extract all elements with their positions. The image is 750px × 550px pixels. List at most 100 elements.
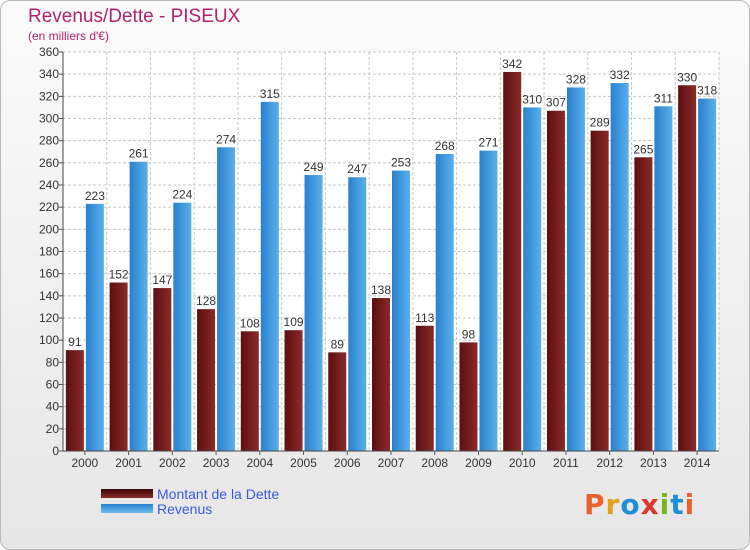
data-label-dette-2005: 109 bbox=[284, 315, 304, 329]
data-label-revenus-2014: 318 bbox=[697, 84, 717, 98]
y-tick-label: 140 bbox=[39, 289, 59, 303]
data-label-revenus-2013: 311 bbox=[654, 91, 673, 105]
x-tick-label: 2013 bbox=[640, 456, 667, 470]
bar-dette-2012 bbox=[590, 130, 609, 452]
y-tick-label: 60 bbox=[46, 378, 60, 392]
y-tick-label: 100 bbox=[39, 333, 59, 347]
data-label-revenus-2008: 268 bbox=[435, 139, 455, 153]
data-label-dette-2001: 152 bbox=[109, 268, 129, 282]
x-tick-label: 2008 bbox=[421, 456, 448, 470]
y-tick-label: 300 bbox=[39, 112, 59, 126]
bar-dette-2010 bbox=[503, 71, 522, 451]
data-label-revenus-2004: 315 bbox=[260, 87, 280, 101]
x-tick-label: 2001 bbox=[115, 456, 142, 470]
x-tick-label: 2003 bbox=[203, 456, 230, 470]
logo-letter: o bbox=[620, 488, 641, 521]
legend-label-dette: Montant de la Dette bbox=[157, 485, 280, 502]
data-label-revenus-2010: 310 bbox=[522, 92, 542, 106]
x-tick-label: 2004 bbox=[246, 456, 273, 470]
bar-revenus-2003 bbox=[217, 147, 236, 452]
data-label-dette-2002: 147 bbox=[152, 273, 172, 287]
bar-dette-2003 bbox=[197, 309, 216, 451]
bar-dette-2005 bbox=[284, 330, 303, 451]
bar-revenus-2011 bbox=[566, 87, 585, 451]
bar-dette-2009 bbox=[459, 342, 478, 451]
bar-dette-2014 bbox=[678, 85, 697, 451]
logo-letter: t bbox=[670, 488, 685, 521]
bar-dette-2008 bbox=[415, 325, 434, 451]
legend-item-revenus: Revenus bbox=[101, 500, 279, 517]
y-tick-label: 260 bbox=[39, 156, 59, 170]
bar-revenus-2002 bbox=[173, 202, 192, 451]
bar-dette-2013 bbox=[634, 157, 653, 451]
y-tick-label: 0 bbox=[52, 444, 59, 458]
x-tick-label: 2014 bbox=[684, 456, 711, 470]
data-label-dette-2003: 128 bbox=[196, 294, 216, 308]
logo-letter: P bbox=[584, 488, 606, 521]
bar-revenus-2004 bbox=[260, 101, 279, 451]
data-label-dette-2014: 330 bbox=[677, 70, 697, 84]
data-label-revenus-2009: 271 bbox=[478, 136, 498, 150]
data-label-revenus-2011: 328 bbox=[566, 72, 586, 86]
bar-revenus-2008 bbox=[435, 153, 454, 451]
x-tick-label: 2000 bbox=[72, 456, 99, 470]
logo-letter: i bbox=[659, 488, 671, 521]
legend-swatch-dette bbox=[101, 489, 153, 498]
data-label-revenus-2000: 223 bbox=[85, 189, 105, 203]
bar-revenus-2007 bbox=[392, 170, 410, 451]
data-label-dette-2012: 289 bbox=[590, 116, 610, 130]
y-tick-label: 20 bbox=[46, 422, 60, 436]
bar-revenus-2001 bbox=[129, 161, 148, 451]
data-label-dette-2010: 342 bbox=[502, 57, 522, 71]
data-label-revenus-2006: 247 bbox=[347, 162, 367, 176]
x-tick-label: 2010 bbox=[509, 456, 536, 470]
x-tick-label: 2012 bbox=[596, 456, 623, 470]
data-label-revenus-2005: 249 bbox=[304, 160, 324, 174]
y-tick-label: 240 bbox=[39, 178, 59, 192]
y-tick-label: 120 bbox=[39, 311, 59, 325]
data-label-revenus-2001: 261 bbox=[129, 147, 149, 161]
legend-item-dette: Montant de la Dette bbox=[101, 485, 280, 502]
y-tick-label: 360 bbox=[39, 45, 59, 59]
legend-label-revenus: Revenus bbox=[157, 500, 213, 517]
bar-revenus-2005 bbox=[304, 175, 323, 451]
bar-revenus-2006 bbox=[348, 177, 367, 451]
bar-revenus-2000 bbox=[85, 203, 104, 451]
chart-legend: Montant de la Dette Revenus bbox=[101, 485, 280, 517]
bar-revenus-2009 bbox=[479, 150, 498, 451]
bar-revenus-2012 bbox=[610, 83, 629, 452]
legend-swatch-revenus bbox=[101, 504, 153, 513]
y-tick-label: 320 bbox=[39, 89, 59, 103]
bar-dette-2007 bbox=[372, 298, 390, 451]
bar-revenus-2010 bbox=[523, 107, 542, 452]
x-tick-label: 2002 bbox=[159, 456, 186, 470]
data-label-dette-2009: 98 bbox=[462, 327, 476, 341]
bar-dette-2006 bbox=[328, 352, 347, 451]
data-label-dette-2004: 108 bbox=[240, 316, 260, 330]
logo-letter: i bbox=[684, 488, 696, 521]
y-tick-label: 160 bbox=[39, 267, 59, 281]
data-label-revenus-2012: 332 bbox=[610, 68, 630, 82]
chart-title: Revenus/Dette - PISEUX bbox=[28, 6, 241, 27]
y-tick-label: 40 bbox=[46, 400, 60, 414]
x-tick-label: 2011 bbox=[553, 456, 579, 470]
data-label-dette-2007: 138 bbox=[371, 283, 391, 297]
logo-letter: x bbox=[640, 488, 660, 521]
bar-revenus-2014 bbox=[698, 98, 717, 452]
data-label-revenus-2002: 224 bbox=[172, 188, 192, 202]
bar-dette-2004 bbox=[240, 331, 259, 451]
y-tick-label: 280 bbox=[39, 134, 59, 148]
data-label-dette-2008: 113 bbox=[415, 311, 434, 325]
bar-dette-2011 bbox=[546, 110, 565, 451]
data-label-revenus-2003: 274 bbox=[216, 132, 236, 146]
bar-dette-2000 bbox=[65, 350, 84, 451]
data-label-dette-2000: 91 bbox=[68, 335, 82, 349]
bar-revenus-2013 bbox=[654, 106, 673, 451]
x-tick-label: 2006 bbox=[334, 456, 361, 470]
data-label-dette-2011: 307 bbox=[546, 96, 566, 110]
data-label-dette-2006: 89 bbox=[331, 337, 345, 351]
y-tick-label: 220 bbox=[39, 200, 59, 214]
bar-dette-2001 bbox=[109, 282, 128, 451]
